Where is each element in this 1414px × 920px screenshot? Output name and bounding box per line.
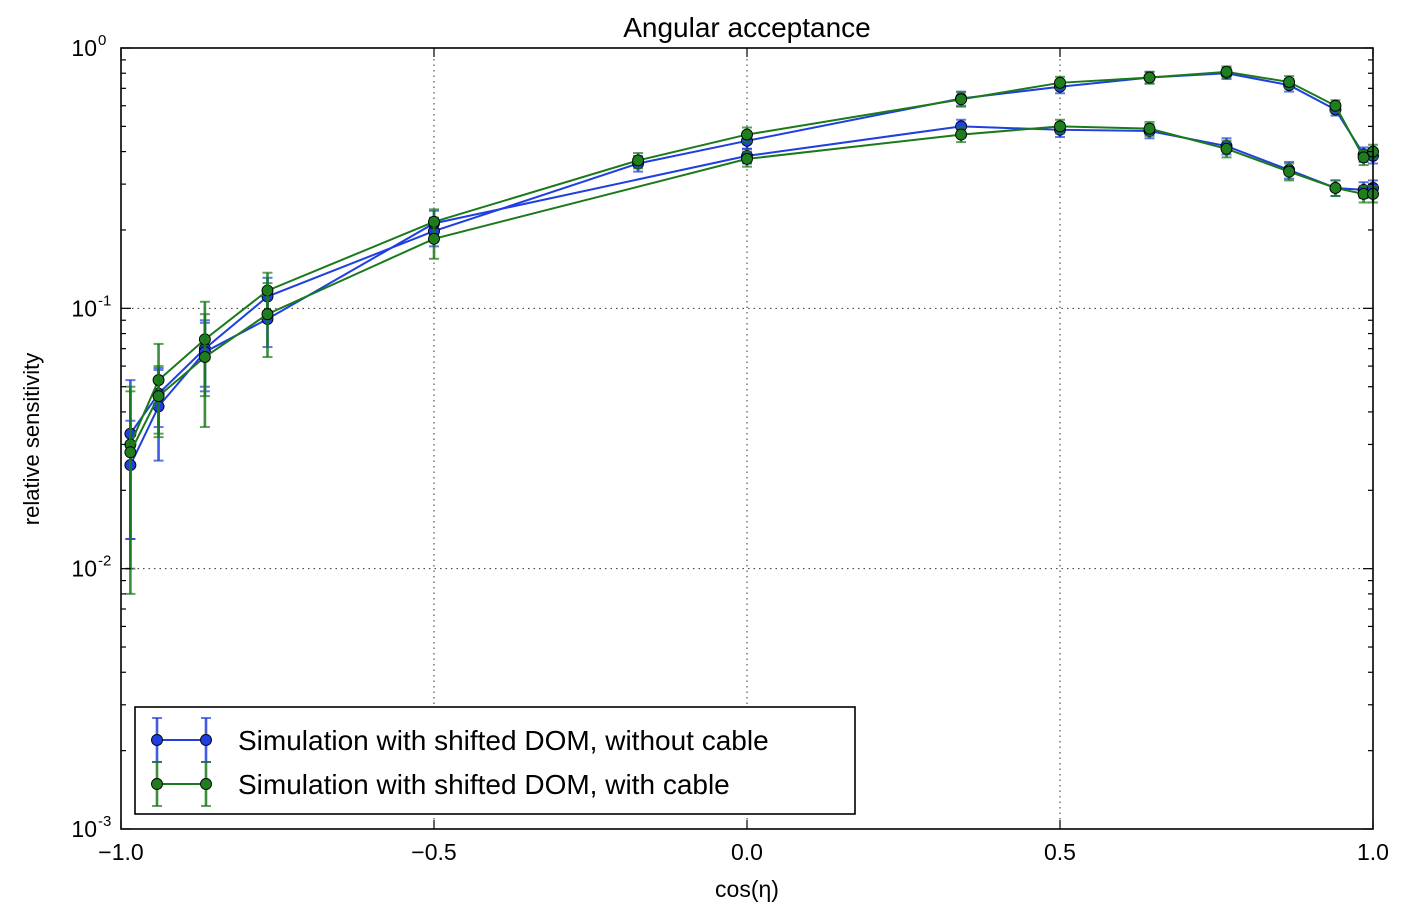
data-point bbox=[1283, 165, 1296, 178]
chart-title: Angular acceptance bbox=[623, 12, 871, 43]
x-tick-label: 0.5 bbox=[1044, 839, 1076, 865]
legend-marker bbox=[200, 734, 212, 746]
y-tick-label-base: 10 bbox=[71, 816, 97, 842]
y-tick-label: 10 -1 bbox=[71, 292, 111, 321]
grid-lines bbox=[121, 48, 1373, 829]
y-tick-label: 10 -3 bbox=[71, 813, 111, 842]
data-point bbox=[124, 446, 137, 459]
plot-series bbox=[124, 65, 1379, 595]
data-point bbox=[632, 154, 645, 167]
y-tick-label-exponent: 0 bbox=[98, 32, 106, 49]
legend-box bbox=[134, 706, 856, 815]
data-point bbox=[1054, 76, 1066, 89]
legend-label: Simulation with shifted DOM, with cable bbox=[238, 769, 730, 800]
legend-marker bbox=[200, 778, 212, 790]
x-tick-label: −1.0 bbox=[98, 839, 143, 865]
data-point bbox=[198, 351, 211, 363]
y-tick-label-base: 10 bbox=[71, 556, 97, 582]
y-tick-label-exponent: -2 bbox=[98, 553, 111, 570]
y-tick-label: 10 -2 bbox=[71, 553, 111, 582]
data-point bbox=[1357, 151, 1370, 164]
data-point bbox=[1283, 76, 1296, 88]
data-point bbox=[261, 308, 274, 321]
legend-entry: Simulation with shifted DOM, with cable bbox=[151, 761, 730, 807]
data-point bbox=[1329, 99, 1342, 112]
x-tick-label: 0.0 bbox=[731, 839, 763, 865]
data-point bbox=[1220, 142, 1233, 155]
data-point bbox=[152, 390, 165, 403]
legend-entry: Simulation with shifted DOM, without cab… bbox=[151, 717, 769, 763]
data-point bbox=[955, 93, 968, 106]
data-point bbox=[1054, 120, 1066, 133]
data-point bbox=[1329, 182, 1342, 194]
legend-marker bbox=[151, 778, 163, 790]
data-point bbox=[955, 128, 968, 141]
series-line bbox=[129, 125, 1373, 453]
y-tick-label-base: 10 bbox=[71, 295, 97, 321]
legend-marker bbox=[151, 734, 163, 746]
data-point bbox=[741, 128, 753, 141]
legend: Simulation with shifted DOM, without cab… bbox=[134, 706, 856, 815]
x-tick-label: −0.5 bbox=[411, 839, 456, 865]
data-point bbox=[1220, 65, 1233, 78]
y-tick-label-exponent: -1 bbox=[98, 292, 111, 309]
x-tick-label: 1.0 bbox=[1357, 839, 1389, 865]
data-point bbox=[741, 152, 753, 165]
x-axis-label: cos(η) bbox=[715, 876, 779, 902]
data-point bbox=[1143, 71, 1156, 84]
y-tick-label-exponent: -3 bbox=[98, 813, 111, 830]
y-tick-label: 10 0 bbox=[71, 32, 106, 61]
data-point bbox=[428, 232, 440, 245]
legend-label: Simulation with shifted DOM, without cab… bbox=[238, 725, 769, 756]
y-tick-label-base: 10 bbox=[71, 35, 97, 61]
y-axis-label: relative sensitivity bbox=[19, 353, 44, 525]
data-point bbox=[1143, 122, 1156, 135]
